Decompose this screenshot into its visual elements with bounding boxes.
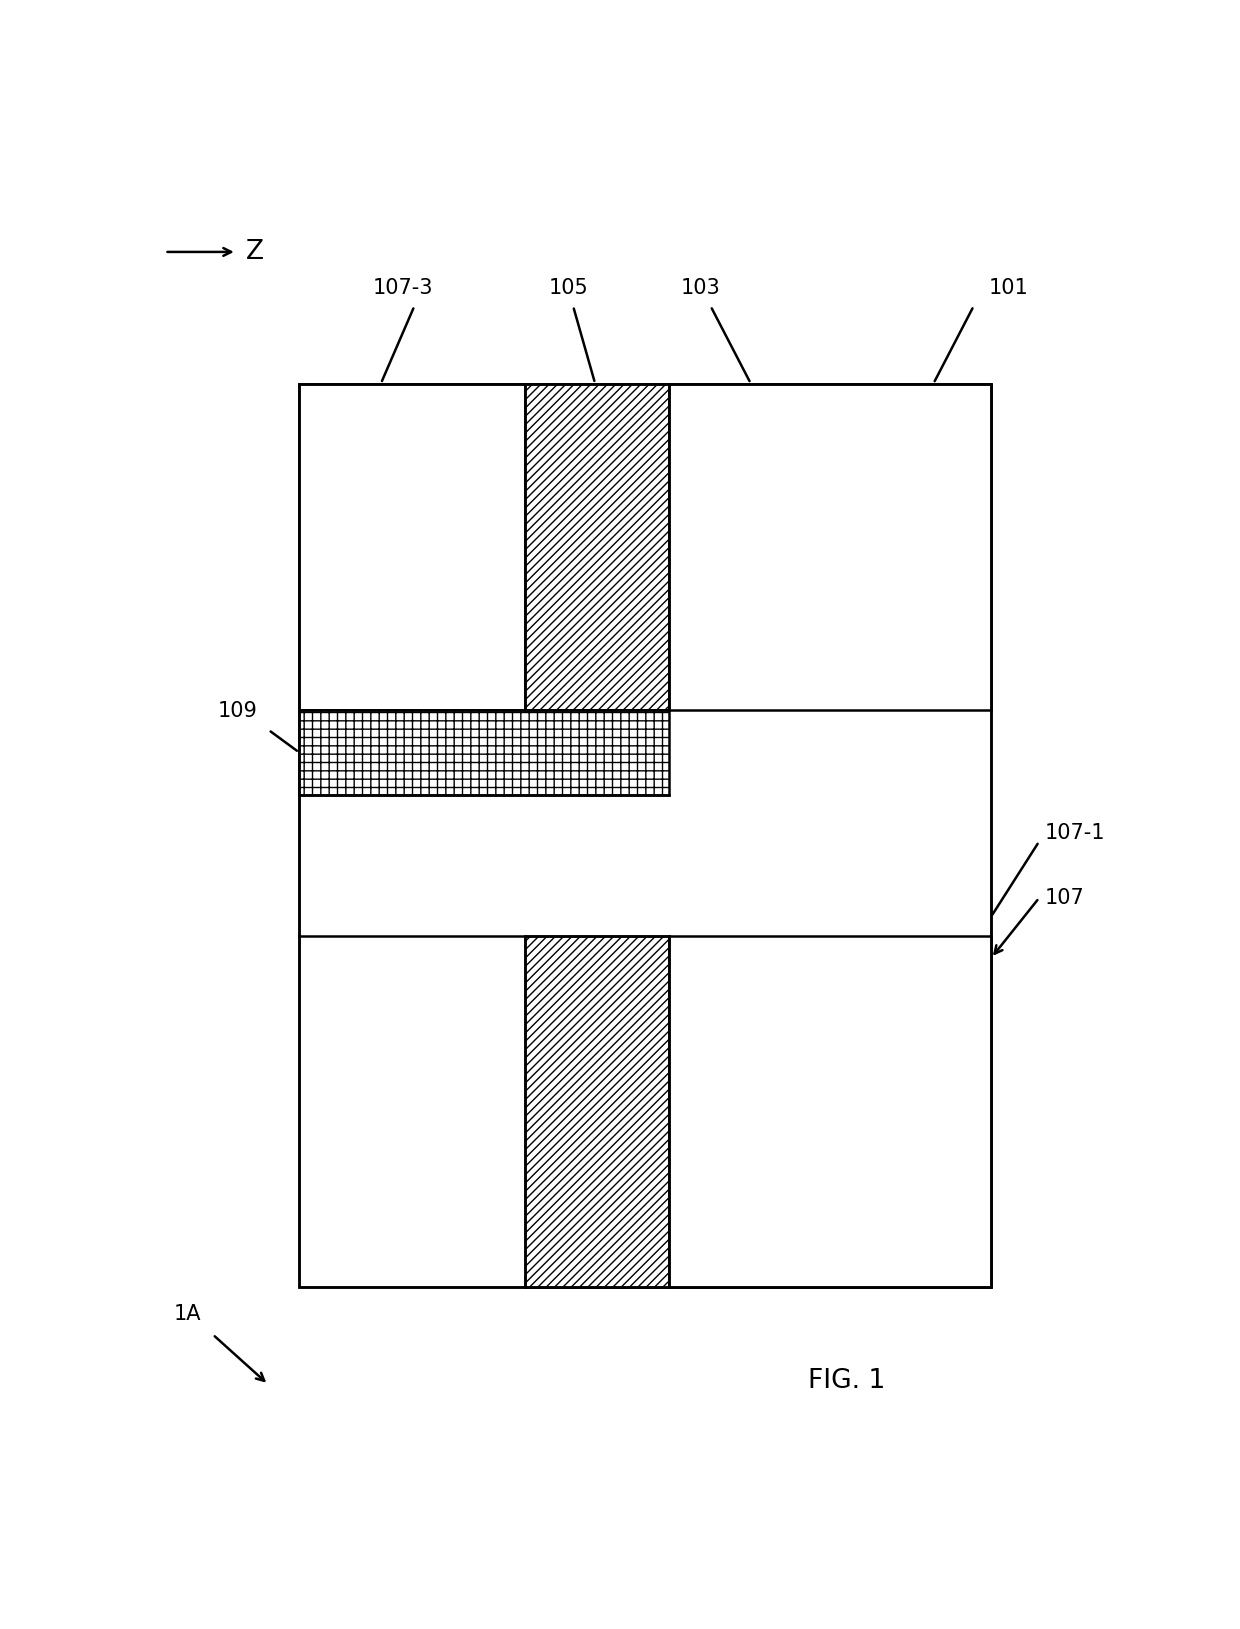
- Text: 107: 107: [1045, 888, 1085, 907]
- Text: 107-1: 107-1: [1045, 823, 1105, 842]
- Text: Z: Z: [247, 239, 264, 266]
- Bar: [670, 384, 991, 710]
- Bar: [525, 935, 670, 1287]
- Text: 109: 109: [218, 700, 258, 722]
- Text: FIG. 1: FIG. 1: [808, 1368, 885, 1394]
- Bar: [299, 384, 525, 710]
- Bar: [299, 710, 670, 795]
- Bar: [299, 384, 991, 1287]
- Text: 103: 103: [681, 279, 720, 298]
- Text: 105: 105: [548, 279, 588, 298]
- Text: 1A: 1A: [174, 1305, 201, 1324]
- Bar: [525, 384, 670, 710]
- Text: 101: 101: [990, 279, 1029, 298]
- Text: 107-3: 107-3: [373, 279, 433, 298]
- Bar: [299, 384, 991, 1287]
- Bar: [670, 935, 991, 1287]
